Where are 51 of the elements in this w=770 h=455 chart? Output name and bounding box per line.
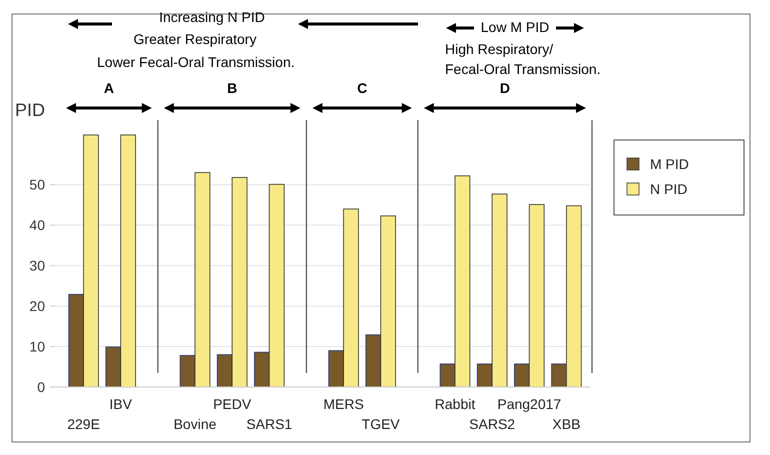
x-tick-label: TGEV (362, 416, 400, 432)
bar (328, 350, 344, 388)
bar (551, 364, 567, 388)
x-tick-label: IBV (109, 396, 133, 412)
bar (105, 346, 122, 388)
text: Lower Fecal-Oral Transmission. (97, 54, 295, 70)
text: Low M PID (480, 19, 550, 35)
y-tick-label: 40 (29, 217, 46, 234)
x-tick-label: SARS2 (469, 416, 516, 432)
text: A (104, 80, 114, 96)
text: C (357, 80, 368, 96)
text: High Respiratory/ (445, 41, 554, 57)
x-tick-label: Pang2017 (497, 396, 562, 412)
text: D (500, 80, 510, 96)
bar (454, 175, 470, 388)
bar (83, 134, 99, 388)
y-tick-label: 50 (29, 176, 46, 193)
bar (216, 354, 233, 388)
x-tick-label: SARS1 (246, 416, 292, 432)
bar (528, 204, 545, 388)
bar (194, 172, 210, 388)
bar (68, 294, 84, 388)
bar (232, 177, 248, 388)
text: Fecal-Oral Transmission. (445, 61, 601, 77)
legend-label: M PID (650, 156, 689, 172)
bar (180, 355, 196, 388)
y-tick-label: 10 (29, 338, 46, 354)
text: Greater Respiratory (134, 31, 256, 47)
bar (268, 184, 285, 388)
x-tick-label: MERS (323, 396, 364, 412)
x-tick-label: XBB (552, 416, 580, 432)
x-tick-label: PEDV (213, 396, 252, 412)
y-tick-label: 0 (37, 378, 46, 395)
bar (514, 364, 530, 388)
bar (365, 334, 382, 388)
y-tick-label: 30 (29, 258, 46, 274)
bar (492, 194, 508, 388)
text: B (227, 80, 238, 96)
y-axis-title: PID (15, 100, 46, 120)
x-tick-label: 229E (67, 416, 100, 432)
legend-label: N PID (650, 180, 688, 197)
bar (566, 205, 582, 388)
bar (254, 352, 270, 388)
bar (380, 215, 396, 388)
y-tick-label: 20 (29, 298, 46, 314)
x-tick-label: Bovine (174, 416, 217, 432)
bar (343, 208, 359, 388)
text: Increasing N PID (159, 9, 265, 25)
bar (120, 134, 136, 388)
x-tick-label: Rabbit (434, 396, 476, 412)
bar (440, 364, 456, 388)
